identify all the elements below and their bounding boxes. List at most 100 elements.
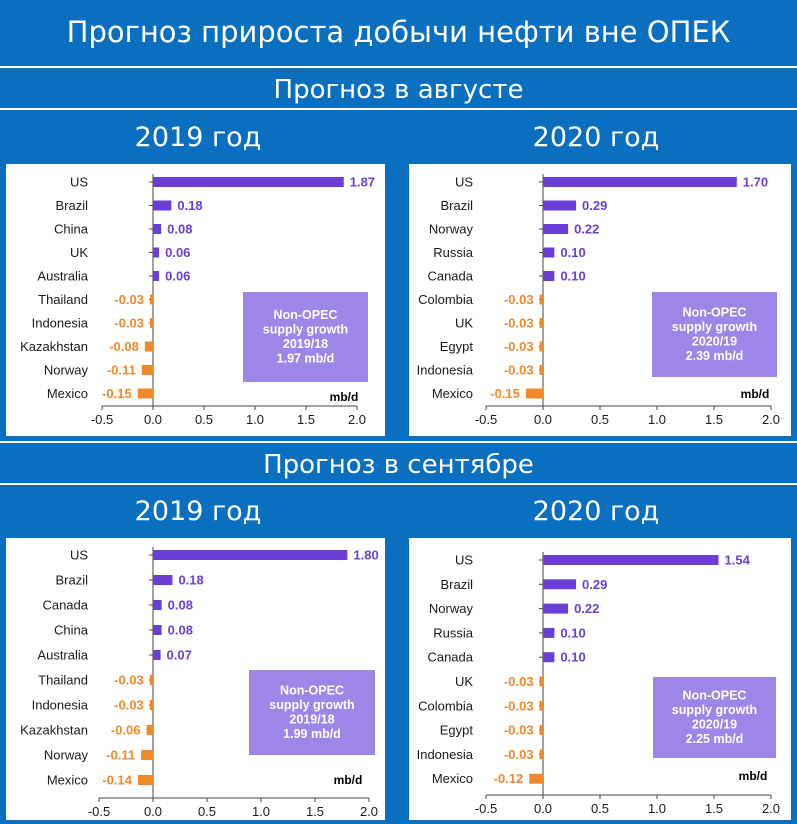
bar <box>543 652 555 663</box>
category-label: US <box>70 548 88 563</box>
section-september-heading: Прогноз в сентябре <box>0 441 797 485</box>
bar <box>539 318 543 328</box>
supply-growth-note-box <box>249 670 375 755</box>
unit-label: mb/d <box>741 387 770 401</box>
category-label: Brazil <box>440 577 473 592</box>
value-label: -0.11 <box>106 748 135 763</box>
category-label: Brazil <box>55 573 88 588</box>
bar <box>149 700 153 710</box>
value-label: 0.22 <box>574 601 599 616</box>
category-label: Kazakhstan <box>20 723 88 738</box>
x-tick-label: 1.5 <box>705 801 723 816</box>
value-label: 1.54 <box>725 553 751 568</box>
supply-growth-note-line: 2.25 mb/d <box>686 732 744 746</box>
x-tick-label: 2.0 <box>762 801 780 816</box>
category-label: Australia <box>37 269 88 284</box>
bar <box>539 676 543 687</box>
supply-growth-note-line: 2020/19 <box>692 335 737 349</box>
bar <box>149 294 153 305</box>
category-label: Thailand <box>38 292 88 307</box>
x-tick-label: -0.5 <box>475 412 497 427</box>
panel-title-aug-2019: 2019 год <box>134 122 262 153</box>
value-label: -0.03 <box>114 673 144 688</box>
supply-growth-note-line: 2.39 mb/d <box>686 349 744 363</box>
category-label: Indonesia <box>417 747 474 762</box>
supply-growth-note-line: supply growth <box>672 320 757 334</box>
x-tick-label: -0.5 <box>475 801 497 816</box>
x-tick-label: 2.0 <box>360 804 378 819</box>
bar <box>153 600 162 610</box>
bar <box>153 550 348 560</box>
bar <box>543 579 577 590</box>
x-tick-label: 2.0 <box>762 412 780 427</box>
bar <box>137 388 153 399</box>
value-label: -0.03 <box>114 698 144 713</box>
supply-growth-note-line: supply growth <box>672 703 757 717</box>
bar <box>144 341 153 352</box>
page-title: Прогноз прироста добычи нефти вне ОПЕК <box>0 0 797 64</box>
bar-chart: -0.5 0.0 0.5 1.0 1.5 2.0 mb/d US 1.87 Brazil 0.18 C… <box>20 174 375 427</box>
supply-growth-note-line: supply growth <box>263 323 348 337</box>
x-tick-label: 0.5 <box>591 801 609 816</box>
bar <box>153 177 344 187</box>
category-label: Mexico <box>432 771 473 786</box>
unit-label: mb/d <box>739 769 768 783</box>
category-label: Kazakhstan <box>20 339 88 354</box>
bar <box>141 365 153 375</box>
supply-growth-note-line: 2020/19 <box>692 718 737 732</box>
bar <box>153 224 162 234</box>
category-label: Mexico <box>432 386 473 401</box>
value-label: 1.87 <box>350 175 375 190</box>
value-label: -0.03 <box>504 363 534 378</box>
category-label: Indonesia <box>32 698 89 713</box>
value-label: -0.03 <box>504 747 534 762</box>
value-label: -0.14 <box>102 773 132 788</box>
bar <box>153 271 160 281</box>
bar <box>146 725 153 735</box>
value-label: 0.10 <box>560 269 585 284</box>
value-label: -0.15 <box>102 386 132 401</box>
category-label: UK <box>70 245 88 260</box>
bar <box>539 725 543 736</box>
category-label: Norway <box>44 363 89 378</box>
supply-growth-note-box <box>653 677 776 758</box>
category-label: Mexico <box>47 773 88 788</box>
category-label: Egypt <box>440 339 474 354</box>
value-label: 0.08 <box>168 598 193 613</box>
category-label: Norway <box>44 748 89 763</box>
bar <box>543 200 577 211</box>
bar <box>543 177 737 187</box>
bar <box>539 700 543 711</box>
chart-panel-aug-2020: -0.5 0.0 0.5 1.0 1.5 2.0 mb/d US 1.70 Brazil 0.29 N… <box>409 164 791 436</box>
x-tick-label: 1.0 <box>246 412 264 427</box>
supply-growth-note-line: 1.97 mb/d <box>277 352 335 366</box>
chart-panel-aug-2019: -0.5 0.0 0.5 1.0 1.5 2.0 mb/d US 1.87 Brazil 0.18 C… <box>6 164 385 436</box>
category-label: Indonesia <box>417 363 474 378</box>
value-label: -0.03 <box>504 723 534 738</box>
bar <box>543 627 555 638</box>
x-tick-label: 1.0 <box>252 804 270 819</box>
category-label: Brazil <box>440 198 473 213</box>
value-label: -0.03 <box>504 339 534 354</box>
bar <box>141 750 153 760</box>
supply-growth-note-line: Non-OPEC <box>280 684 344 698</box>
x-tick-label: 0.5 <box>198 804 216 819</box>
supply-growth-note-line: Non-OPEC <box>274 308 338 322</box>
x-tick-label: 1.0 <box>648 412 666 427</box>
category-label: Norway <box>429 601 474 616</box>
bar <box>153 200 172 211</box>
value-label: -0.03 <box>114 316 144 331</box>
x-tick-label: 1.5 <box>705 412 723 427</box>
category-label: Thailand <box>38 673 88 688</box>
x-tick-label: 0.0 <box>144 412 162 427</box>
value-label: 0.29 <box>582 577 607 592</box>
value-label: 0.10 <box>560 245 585 260</box>
panel-title-sep-2020: 2020 год <box>532 496 660 527</box>
bar <box>539 294 543 305</box>
bar <box>539 341 543 352</box>
panel-title-sep-2019: 2019 год <box>134 496 262 527</box>
bar <box>539 749 543 760</box>
category-label: US <box>455 175 473 190</box>
bar <box>153 650 161 660</box>
bar <box>539 365 543 375</box>
